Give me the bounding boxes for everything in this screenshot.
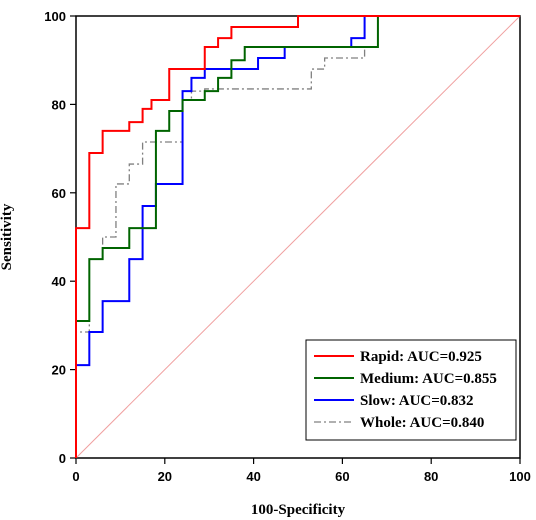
x-tick-label: 20 [158,469,172,484]
legend: Rapid: AUC=0.925 Medium: AUC=0.855 Slow: A… [305,339,517,441]
x-tick-label: 100 [509,469,531,484]
legend-label: Medium: AUC=0.855 [360,371,497,387]
x-tick-label: 60 [335,469,349,484]
y-tick-label: 20 [52,363,66,378]
series-line-medium [75,15,520,458]
series-line-whole [75,15,520,458]
x-axis-title: 100-Specificity [251,502,346,518]
y-axis: 0 20 40 60 80 100 [44,9,76,466]
x-tick-label: 80 [424,469,438,484]
legend-label: Whole: AUC=0.840 [360,415,484,431]
y-tick-label: 0 [59,451,66,466]
y-tick-label: 40 [52,274,66,289]
reference-diagonal-line [75,15,521,459]
legend-label: Rapid: AUC=0.925 [360,349,482,365]
y-axis-title: Sensitivity [0,203,15,270]
y-tick-label: 60 [52,186,66,201]
series-line-rapid [75,15,520,458]
series-lines [75,15,520,458]
x-tick-label: 0 [72,469,79,484]
x-axis: 0 20 40 60 80 100 [72,458,531,484]
y-tick-label: 80 [52,97,66,112]
legend-label: Slow: AUC=0.832 [360,393,474,409]
y-tick-label: 100 [44,9,66,24]
x-tick-label: 40 [246,469,260,484]
